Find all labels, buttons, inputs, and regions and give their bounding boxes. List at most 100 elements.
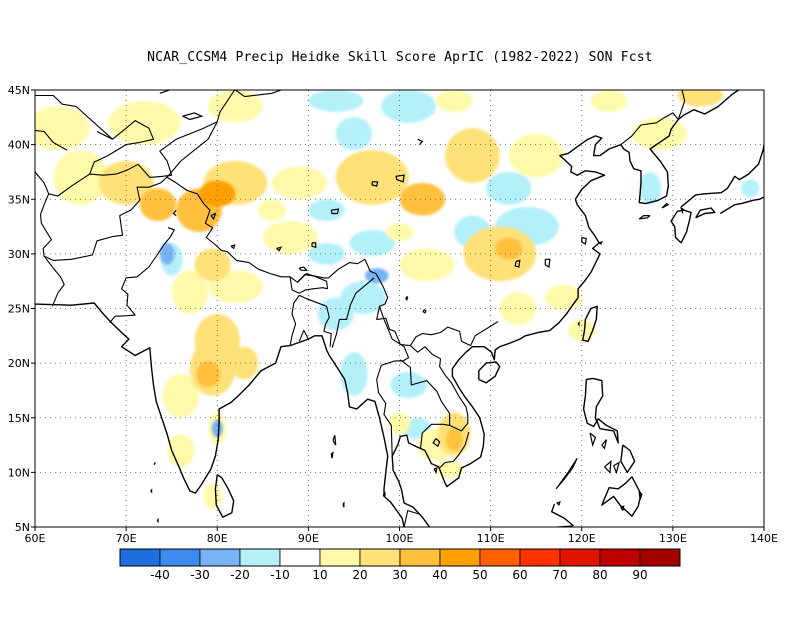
colorbar-swatch	[359, 548, 401, 567]
island-outline	[332, 435, 337, 446]
lon-tick-label: 90E	[298, 532, 319, 545]
island-outline	[555, 457, 578, 490]
colorbar-swatch	[599, 548, 641, 567]
island-outline	[589, 432, 597, 448]
coastlines-and-borders	[35, 90, 764, 527]
lake-outline	[432, 438, 441, 448]
country-border	[289, 294, 332, 347]
negative-skill-patch	[390, 371, 427, 399]
colorbar-label: 10	[312, 568, 327, 582]
island-outline	[577, 321, 580, 327]
positive-skill-patch	[208, 90, 263, 123]
colorbar-swatch	[119, 548, 161, 567]
lat-tick-label: 45N	[8, 84, 30, 97]
negative-skill-patch	[211, 419, 223, 438]
colorbar-swatch	[439, 548, 481, 567]
colorbar-label: 70	[552, 568, 567, 582]
positive-skill-patch	[199, 180, 236, 207]
country-border	[376, 306, 410, 457]
colorbar-swatch	[199, 548, 241, 567]
negative-skill-patch	[308, 242, 345, 265]
axis-labels: 60E 70E 80E 90E 100E 110E 120E 130E 140E 5N 10N 15N…	[8, 84, 778, 545]
country-border	[470, 321, 499, 346]
lat-tick-label: 15N	[8, 412, 30, 425]
country-border	[400, 359, 451, 449]
lake-outline	[514, 259, 521, 268]
island-outline	[342, 501, 345, 508]
island-outline	[601, 439, 607, 450]
positive-skill-patch	[271, 166, 327, 200]
colorbar-swatch	[519, 548, 561, 567]
lake-outline	[581, 236, 587, 245]
positive-skill-patch	[495, 237, 523, 260]
colorbar-label: -20	[230, 568, 250, 582]
country-border	[89, 120, 155, 175]
positive-skill-patch	[98, 161, 154, 205]
coastline	[478, 361, 501, 384]
coastline	[695, 207, 716, 219]
negative-skill-patch	[349, 229, 395, 257]
positive-skill-patch	[230, 346, 259, 380]
lon-tick-label: 110E	[477, 532, 505, 545]
lake-outline	[395, 174, 405, 183]
colorbar-swatch	[639, 548, 681, 567]
positive-skill-patch	[499, 292, 537, 325]
negative-skill-patch	[741, 179, 760, 198]
lake-outline	[182, 112, 204, 121]
positive-skill-patch	[139, 188, 177, 222]
negative-skill-patch	[381, 90, 436, 123]
colorbar-label: 60	[512, 568, 527, 582]
positive-skill-patch	[385, 223, 414, 241]
lon-tick-label: 70E	[116, 532, 137, 545]
positive-skill-patch	[677, 90, 723, 107]
lake-outline	[544, 258, 551, 268]
lon-tick-label: 120E	[568, 532, 596, 545]
coastline	[35, 302, 405, 527]
negative-skill-patch	[335, 117, 373, 151]
positive-skill-patch	[35, 106, 90, 151]
positive-skill-patch	[107, 100, 181, 145]
island-outline	[150, 488, 153, 494]
country-border	[620, 112, 679, 146]
country-border	[439, 431, 470, 469]
positive-skill-patch	[508, 133, 564, 178]
map-title: NCAR_CCSM4 Precip Heidke Skill Score Apr…	[147, 50, 653, 65]
country-border	[410, 345, 469, 432]
negative-skill-patch	[486, 171, 532, 205]
lake-outline	[405, 296, 409, 301]
lat-tick-label: 5N	[15, 521, 30, 534]
country-border	[35, 94, 114, 140]
colorbar-label: -10	[270, 568, 290, 582]
country-border	[403, 510, 419, 527]
skill-score-field	[35, 90, 760, 510]
colorbar-label: 80	[592, 568, 607, 582]
island-outline	[638, 490, 643, 500]
positive-skill-patch	[167, 434, 195, 467]
colorbar-frame	[119, 548, 681, 567]
positive-skill-patch	[388, 412, 411, 435]
positive-skill-patch	[162, 374, 200, 418]
country-border	[109, 227, 175, 324]
positive-skill-patch	[53, 150, 108, 205]
lat-tick-label: 20N	[8, 357, 30, 370]
colorbar-swatch	[159, 548, 201, 567]
lat-tick-label: 30N	[8, 248, 30, 261]
island-outline	[604, 459, 612, 474]
lake-outline	[298, 266, 308, 271]
lon-tick-label: 130E	[659, 532, 687, 545]
country-border	[331, 277, 375, 348]
lon-tick-label: 100E	[386, 532, 414, 545]
negative-skill-patch	[340, 352, 368, 396]
island-outline	[680, 206, 686, 214]
island-outline	[598, 240, 603, 245]
coastline	[391, 135, 622, 527]
lake-outline	[417, 138, 424, 145]
colorbar-label: -40	[150, 568, 170, 582]
positive-skill-patch	[335, 150, 409, 205]
island-outline	[613, 461, 621, 475]
positive-skill-patch	[445, 128, 500, 183]
negative-skill-patch	[639, 171, 662, 205]
country-border	[43, 255, 65, 307]
island-outline	[661, 202, 670, 209]
positive-skill-patch	[445, 428, 463, 451]
